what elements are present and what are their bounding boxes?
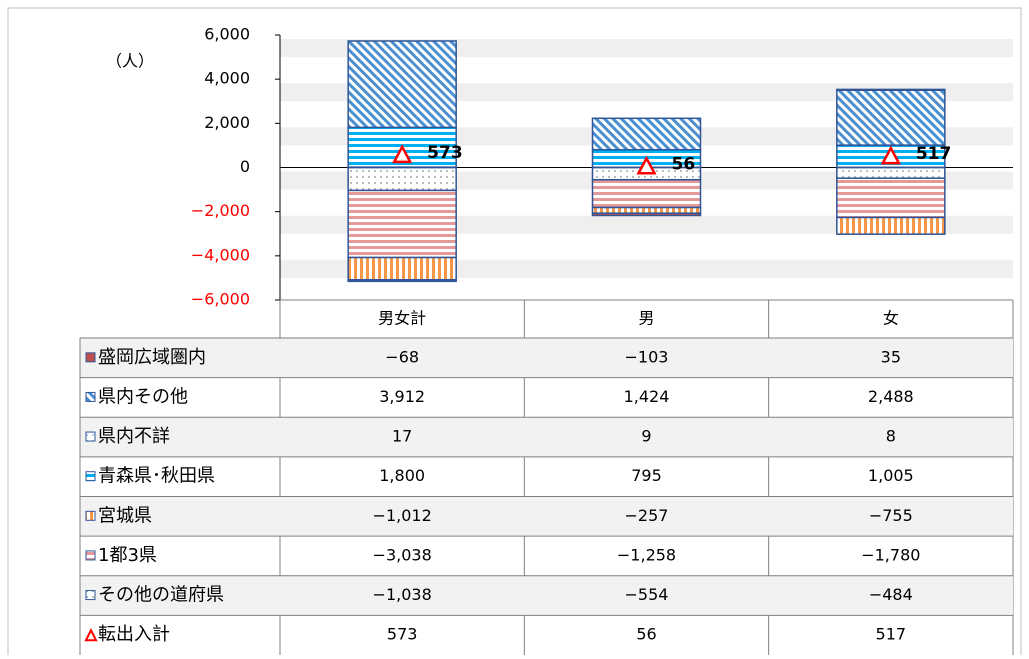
data-label: 56 — [672, 154, 696, 174]
table-cell: 517 — [876, 625, 907, 644]
table-cell: −484 — [869, 585, 913, 604]
table-cell: −68 — [385, 347, 419, 366]
legend-icon — [86, 551, 95, 560]
legend-icon — [86, 630, 96, 640]
row-label: 転出入計 — [98, 624, 170, 645]
table-cell: 56 — [636, 625, 656, 644]
y-tick-label: 0 — [240, 157, 250, 176]
row-label: 1都3県 — [98, 545, 157, 566]
table-cell: 9 — [641, 427, 651, 446]
data-label: 517 — [916, 144, 952, 164]
table-cell: 795 — [631, 466, 662, 485]
table-cell: 2,488 — [868, 387, 914, 406]
bar-segment — [837, 217, 945, 234]
legend-icon — [86, 511, 95, 520]
bar-segment — [837, 89, 945, 90]
table-cell: −3,038 — [373, 545, 432, 564]
table-cell: 1,005 — [868, 466, 914, 485]
bar-segment — [837, 178, 945, 217]
y-tick-label: −2,000 — [191, 201, 250, 220]
table-cell: −554 — [625, 585, 669, 604]
table-cell: 35 — [881, 347, 901, 366]
bar-segment — [593, 118, 701, 149]
bar-segment — [837, 168, 945, 179]
row-label: 県内不詳 — [98, 426, 170, 447]
y-tick-label: 6,000 — [204, 25, 250, 44]
table-cell: −1,780 — [861, 545, 920, 564]
data-label: 573 — [427, 143, 463, 163]
y-tick-label: −4,000 — [191, 245, 250, 264]
legend-icon — [86, 392, 95, 401]
bar-segment — [348, 168, 456, 191]
y-unit-label: （人） — [106, 52, 154, 71]
row-label: 県内その他 — [98, 386, 188, 407]
row-label: 盛岡広域圏内 — [98, 347, 206, 368]
bar-segment — [837, 90, 945, 145]
legend-icon — [86, 353, 95, 362]
row-label: 青森県･秋田県 — [98, 466, 215, 487]
bar-segment — [593, 180, 701, 208]
table-cell: −1,038 — [373, 585, 432, 604]
row-label: その他の道府県 — [98, 585, 224, 606]
row-band — [80, 338, 1013, 378]
table-cell: 1,424 — [624, 387, 670, 406]
bar-segment — [348, 280, 456, 282]
row-band — [80, 417, 1013, 457]
table-cell: 17 — [392, 427, 412, 446]
bar-segment — [593, 208, 701, 214]
bar-segment — [348, 258, 456, 280]
column-header: 男 — [638, 309, 654, 328]
column-header: 男女計 — [378, 309, 426, 328]
table-cell: −1,258 — [617, 545, 676, 564]
y-tick-label: −6,000 — [191, 290, 250, 309]
y-tick-label: 4,000 — [204, 69, 250, 88]
table-cell: 8 — [886, 427, 896, 446]
bar-segment — [348, 41, 456, 127]
legend-icon — [86, 472, 95, 481]
table-cell: 573 — [387, 625, 418, 644]
table-cell: 3,912 — [379, 387, 425, 406]
table-cell: 1,800 — [379, 466, 425, 485]
legend-icon — [86, 432, 95, 441]
table-cell: −1,012 — [373, 506, 432, 525]
table-cell: −257 — [625, 506, 669, 525]
row-label: 宮城県 — [98, 505, 152, 526]
y-tick-label: 2,000 — [204, 113, 250, 132]
table-cell: −103 — [625, 347, 669, 366]
table-cell: −755 — [869, 506, 913, 525]
legend-icon — [86, 591, 95, 600]
bar-segment — [593, 213, 701, 215]
column-header: 女 — [883, 309, 899, 328]
bar-segment — [348, 190, 456, 257]
